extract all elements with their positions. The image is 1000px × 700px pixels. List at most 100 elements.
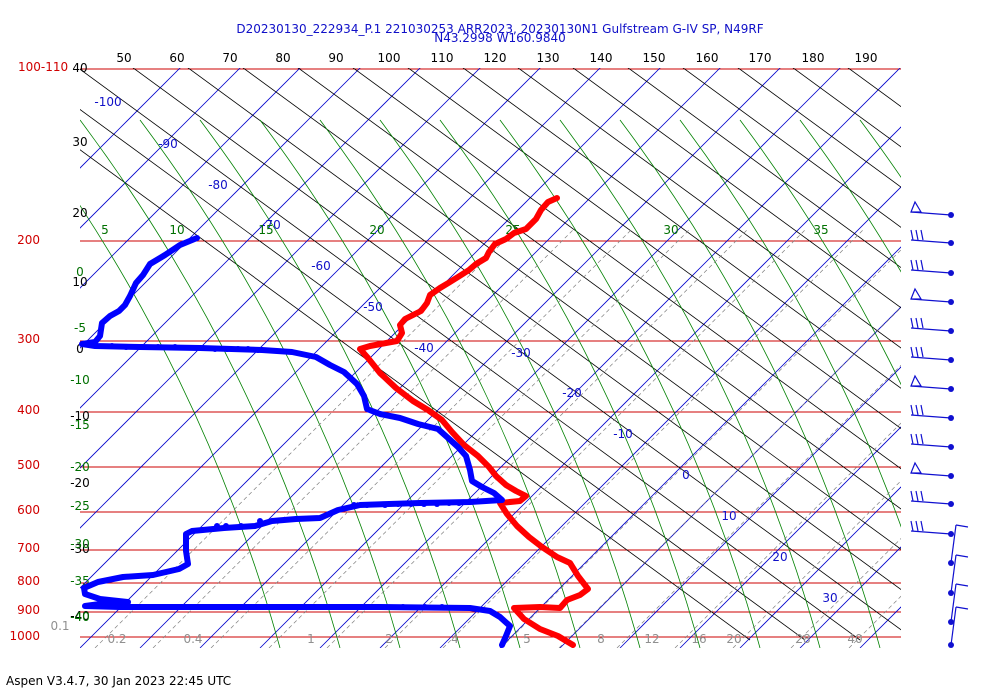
wind-barb-feather — [955, 606, 969, 610]
dry-adiabat-line — [462, 68, 901, 389]
top-tick-label: 110 — [431, 51, 454, 65]
dry-adiabat-line — [517, 68, 901, 349]
pressure-label: 600 — [17, 503, 40, 517]
dewpoint-dot — [275, 604, 281, 610]
wind-barb — [910, 490, 954, 507]
wind-barb-feather — [915, 346, 919, 358]
mixing-ratio-line — [384, 229, 806, 648]
isotherm-line — [80, 68, 241, 229]
dewpoint-dot — [364, 502, 370, 508]
wind-barb-shaft — [910, 414, 952, 419]
wind-barb-pennant — [910, 287, 923, 300]
wind-barb-feather — [955, 524, 969, 528]
isotherm-label: -100 — [94, 95, 121, 109]
isotherm-line — [259, 68, 841, 648]
wind-barb — [948, 606, 969, 648]
isotherm-line — [499, 246, 901, 648]
isotherm-label: -60 — [311, 259, 331, 273]
mixing-ratio-line — [152, 229, 574, 648]
dry-adiabat-line — [352, 68, 901, 470]
top-tick-label: 190 — [855, 51, 878, 65]
dewpoint-dot — [155, 344, 161, 350]
wind-barb — [910, 229, 954, 246]
isotherm-line — [920, 0, 1000, 648]
isotherm-label: -10 — [613, 427, 633, 441]
wind-barb-pennant — [910, 461, 923, 474]
mixing-ratio-label: 40 — [847, 632, 862, 646]
wind-barb-feather — [915, 404, 919, 416]
wind-barb — [910, 374, 954, 392]
top-tick-label: 150 — [643, 51, 666, 65]
mixing-ratio-label: 20 — [726, 632, 741, 646]
dry-adiabat-line — [297, 68, 901, 510]
mixing-ratio-line — [674, 422, 901, 648]
dewpoint-dot — [223, 523, 229, 529]
moist-adiabat-line — [379, 119, 641, 648]
dry-adiabat-line — [682, 68, 901, 228]
dry-adiabat-line — [80, 68, 861, 641]
isotherm-label: -50 — [363, 300, 383, 314]
pressure-label: 200 — [17, 233, 40, 247]
isotherm-label: -80 — [208, 178, 228, 192]
mixing-ratio-line — [442, 229, 864, 648]
dewpoint-dot — [255, 347, 261, 353]
dewpoint-dot — [109, 343, 115, 349]
isotherm-line — [80, 68, 481, 469]
top-tick-label: 60 — [169, 51, 184, 65]
footer-timestamp: Aspen V3.4.7, 30 Jan 2023 22:45 UTC — [6, 674, 232, 688]
dry-adiabat-line — [737, 68, 901, 188]
wind-barb — [910, 461, 954, 479]
dewpoint-dot — [375, 604, 381, 610]
wind-barb — [910, 317, 954, 334]
wind-barb-shaft — [950, 524, 957, 564]
dewpoint-dot — [400, 604, 406, 610]
theta-e-left-label: -5 — [74, 321, 86, 335]
top-tick-label: 90 — [328, 51, 343, 65]
pressure-label: 900 — [17, 603, 40, 617]
isotherm-line — [739, 486, 901, 648]
left-temp-label: 30 — [72, 135, 87, 149]
dry-adiabat-line — [975, 40, 1000, 640]
left-temp-label: 0 — [76, 342, 84, 356]
wind-barb-shaft — [910, 530, 952, 535]
isotherm-line — [619, 366, 901, 648]
top-tick-label: 50 — [116, 51, 131, 65]
mixing-ratio-label: 0.4 — [183, 632, 202, 646]
moist-adiabat-line — [679, 119, 901, 528]
dewpoint-dot — [351, 502, 357, 508]
dry-adiabat-line — [572, 68, 901, 309]
wind-barb-shaft — [950, 606, 957, 646]
theta-e-label: 30 — [663, 223, 678, 237]
isotherm-line — [559, 306, 901, 648]
wind-barb-shaft — [910, 356, 952, 361]
wind-barb-feather — [920, 520, 924, 532]
left-temp-label: -10 — [70, 409, 90, 423]
moist-adiabat-line — [199, 119, 461, 648]
pressure-label: 1000 — [9, 629, 40, 643]
left-temp-label: 40 — [72, 61, 87, 75]
wind-barb-feather — [910, 317, 914, 329]
mixing-ratio-line — [326, 229, 748, 648]
wind-barb-feather — [915, 259, 919, 271]
top-tick-label: 70 — [222, 51, 237, 65]
mixing-ratio-label: 2 — [385, 632, 393, 646]
left-temp-label: -30 — [70, 542, 90, 556]
wind-barb-feather — [920, 229, 924, 241]
dewpoint-dot — [434, 501, 440, 507]
moist-adiabat-line — [259, 119, 521, 648]
dewpoint-dot — [212, 346, 218, 352]
dewpoint-dot — [446, 500, 452, 506]
wind-barb — [910, 346, 954, 363]
mixing-ratio-line — [94, 229, 516, 648]
isotherm-line — [80, 68, 541, 529]
moist-adiabat-line — [859, 119, 901, 178]
top-tick-label: 160 — [696, 51, 719, 65]
pressure-label: 700 — [17, 541, 40, 555]
dry-adiabat-line — [792, 68, 901, 148]
mixing-ratio-line — [268, 229, 690, 648]
mixing-ratio-line — [500, 249, 901, 648]
wind-barb — [910, 200, 954, 218]
isotherm-line — [799, 546, 901, 648]
dewpoint-dot — [234, 604, 240, 610]
